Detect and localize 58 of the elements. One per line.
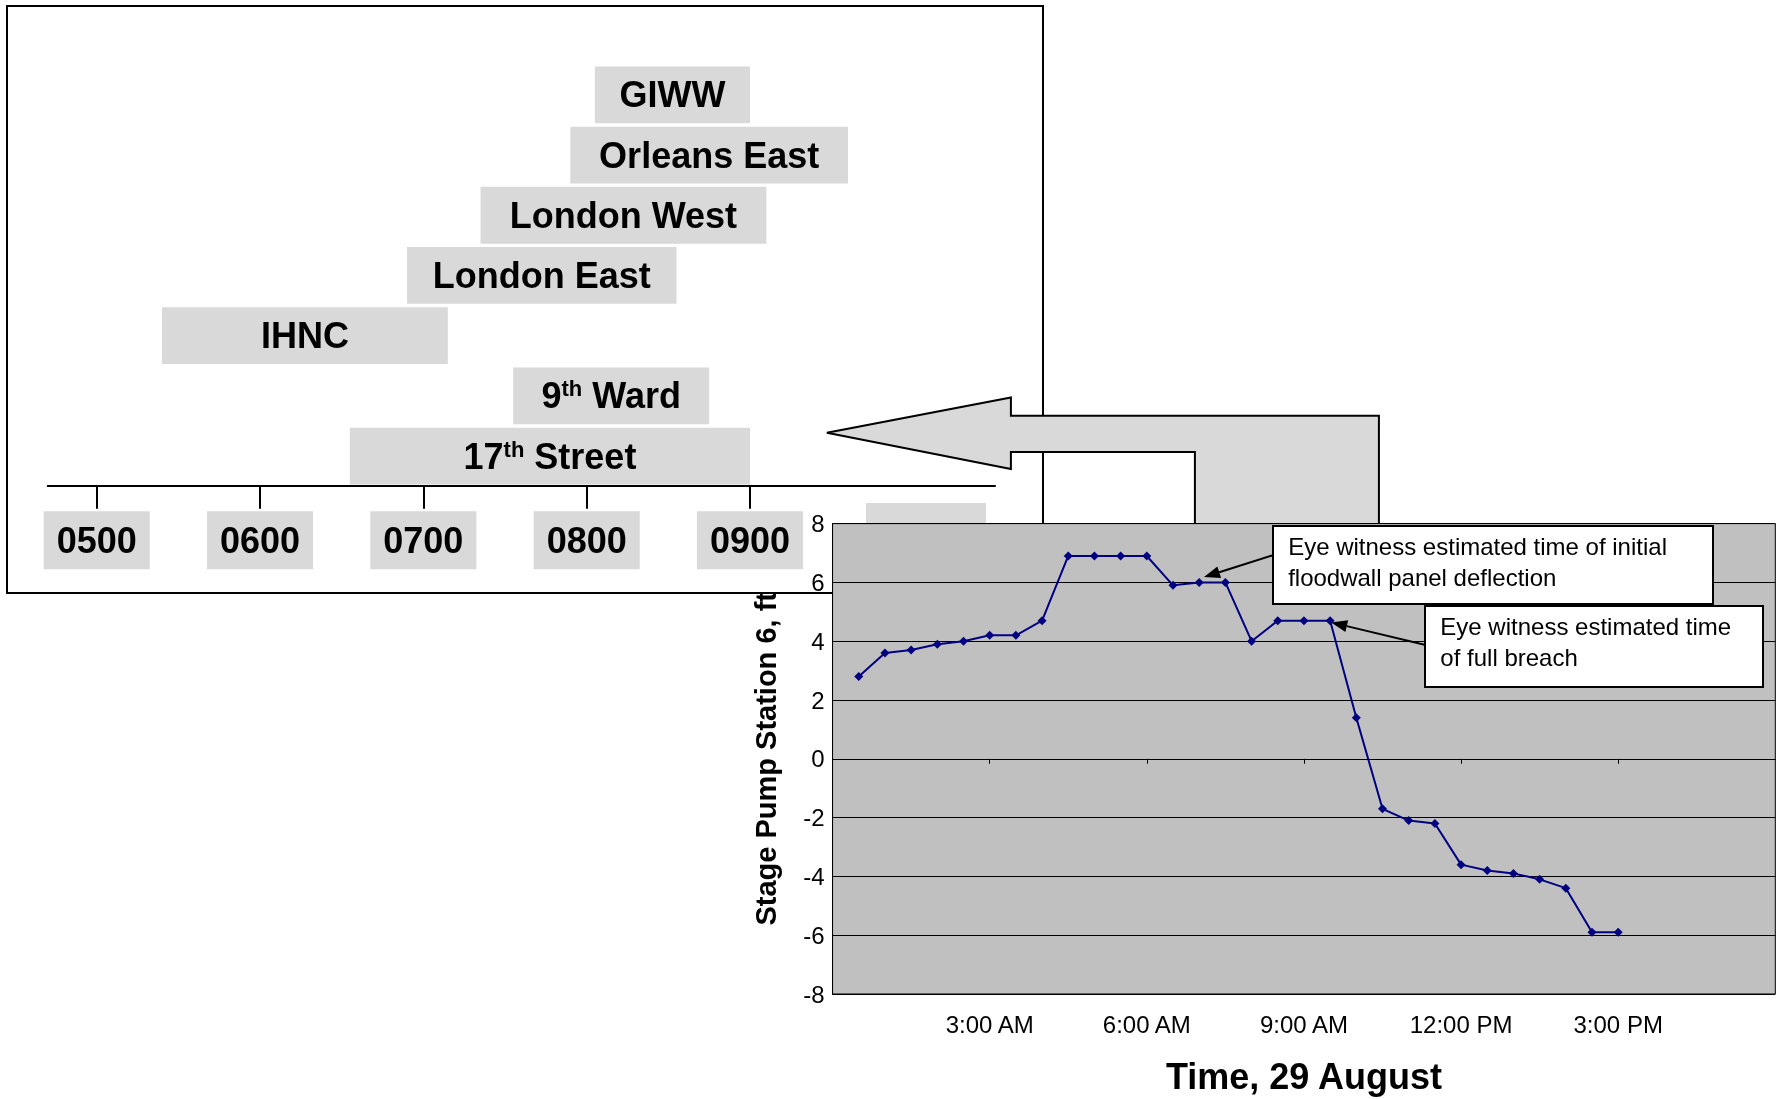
category-label: IHNC [260,315,349,357]
point [1613,927,1623,937]
point [1430,818,1440,828]
x-tick-label: 0900 [709,519,791,561]
x-tick-label: 0800 [546,519,627,561]
y-tick-label: 2 [811,686,825,714]
category-label: GIWW [619,74,726,116]
point [1325,616,1335,626]
y-tick-label: 4 [811,627,825,655]
point [985,630,995,640]
x-tick-label: 3:00 AM [945,1010,1034,1038]
point [1378,804,1388,814]
annotation: Eye witness estimated time of full breach [1424,605,1764,689]
annotation: Eye witness estimated time of initial floodwall panel deflection [1272,524,1714,606]
y-tick-label: -2 [803,804,825,832]
point [1168,580,1178,590]
point [1273,616,1283,626]
point [959,636,969,646]
x-axis-title: Time, 29 August [1165,1055,1442,1097]
point [1299,616,1309,626]
point [854,672,864,681]
point [1220,577,1230,587]
point [1142,551,1152,561]
point [1587,927,1597,937]
point [1037,616,1047,626]
category-label: Orleans East [599,134,820,176]
point [1482,866,1492,876]
y-tick-label: -8 [803,980,825,1008]
x-tick-label: 12:00 PM [1409,1010,1513,1038]
y-axis-title: Stage Pump Station 6, ft [750,591,783,926]
y-tick-label: 0 [811,745,825,773]
bar [162,307,448,365]
point [880,648,890,658]
point [906,645,916,655]
point [1561,883,1571,893]
y-tick-label: -4 [803,862,825,890]
point [1535,874,1545,884]
point [1011,630,1021,640]
point [1508,868,1518,878]
point [1063,551,1073,561]
point [932,639,942,649]
x-tick-label: 6:00 AM [1102,1010,1191,1038]
category-label: London East [432,254,651,296]
y-tick-label: -6 [803,921,825,949]
x-tick-label: 0600 [219,519,301,561]
category-label: London West [509,194,738,236]
point [1456,860,1466,870]
x-tick-label: 0500 [56,519,137,561]
point [1404,816,1414,826]
y-tick-label: 8 [811,510,825,538]
point [1351,713,1361,723]
point [1247,636,1257,646]
point [1194,577,1204,587]
x-tick-label: 9:00 AM [1259,1010,1348,1038]
x-tick-label: 3:00 PM [1573,1010,1663,1038]
y-tick-label: 6 [811,568,825,596]
x-tick-label: 0700 [383,519,464,561]
bar [349,427,751,485]
